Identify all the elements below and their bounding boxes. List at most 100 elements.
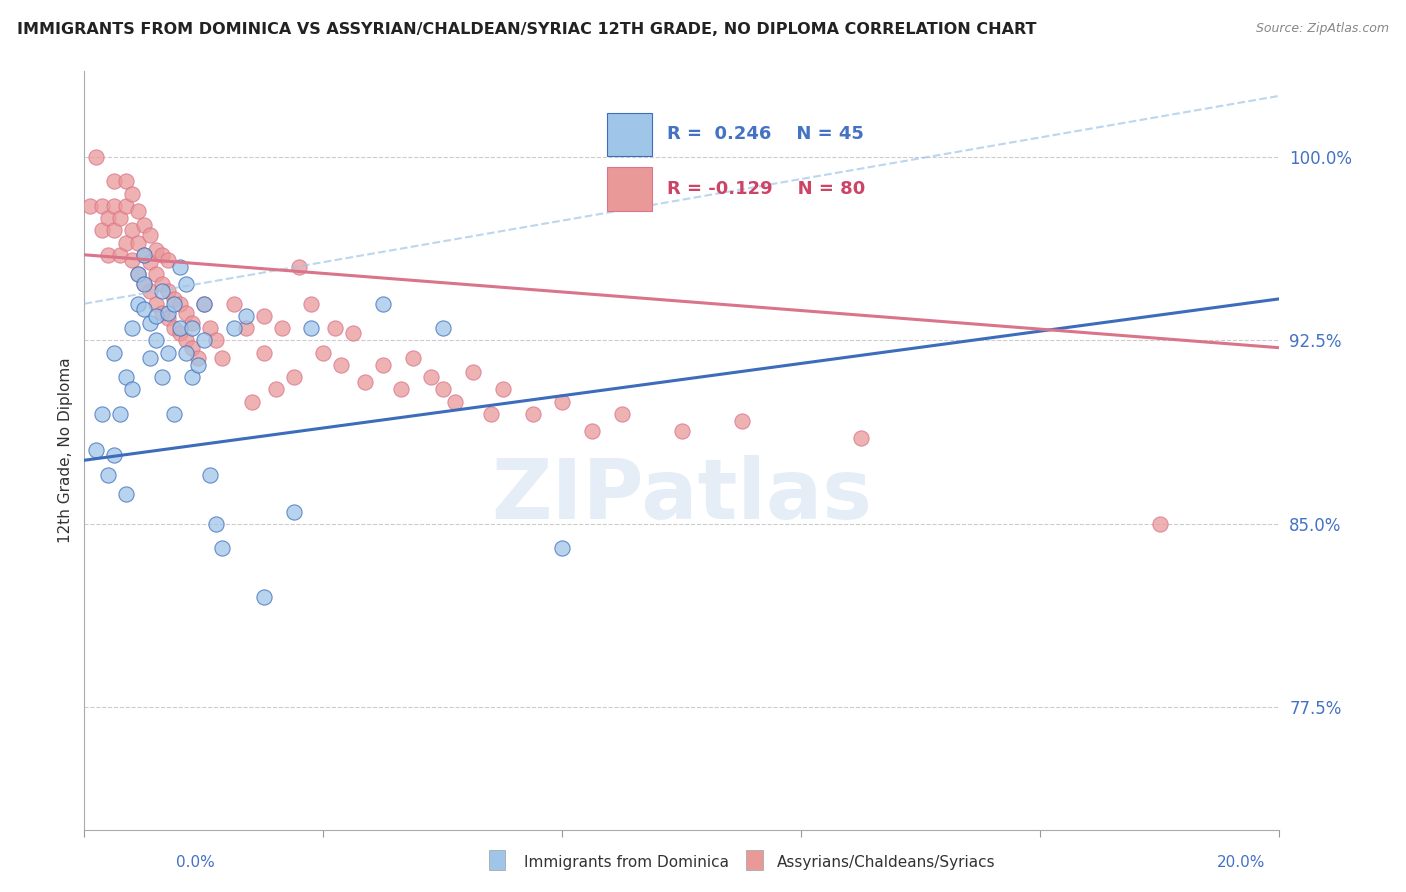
Point: [264, 382, 287, 396]
Point: [240, 394, 263, 409]
Point: [115, 174, 138, 188]
Point: [150, 285, 173, 299]
Point: [1149, 516, 1171, 531]
Point: [163, 296, 186, 310]
Point: [211, 541, 233, 556]
Point: [103, 448, 125, 462]
Point: [174, 345, 197, 359]
Text: ZIPatlas: ZIPatlas: [492, 456, 872, 536]
Point: [420, 370, 443, 384]
Point: [145, 268, 167, 282]
Point: [115, 199, 138, 213]
Point: [492, 382, 515, 396]
Point: [132, 277, 156, 292]
Point: [235, 309, 257, 323]
Point: [235, 321, 257, 335]
Point: [150, 277, 173, 292]
Point: [389, 382, 412, 396]
Point: [851, 431, 873, 445]
Point: [444, 394, 467, 409]
Point: [91, 223, 114, 237]
Point: [342, 326, 364, 340]
Point: [115, 235, 138, 250]
Text: Source: ZipAtlas.com: Source: ZipAtlas.com: [1256, 22, 1389, 36]
Point: [169, 326, 191, 340]
Point: [91, 407, 114, 421]
Point: [132, 219, 156, 233]
Point: [110, 407, 132, 421]
Point: [97, 211, 120, 226]
Point: [150, 248, 173, 262]
Point: [253, 309, 276, 323]
Point: [103, 174, 125, 188]
Point: [103, 345, 125, 359]
Point: [301, 321, 323, 335]
Point: [121, 382, 143, 396]
Point: [193, 296, 215, 310]
Point: [402, 351, 425, 365]
Point: [479, 407, 502, 421]
Point: [373, 296, 395, 310]
Point: [79, 199, 101, 213]
Point: [270, 321, 292, 335]
Point: [205, 334, 228, 348]
Point: [110, 211, 132, 226]
Point: [551, 394, 574, 409]
Point: [139, 285, 162, 299]
Point: [312, 345, 335, 359]
Point: [157, 252, 180, 267]
Point: [181, 370, 204, 384]
Point: [132, 301, 156, 316]
Point: [157, 285, 180, 299]
Point: [283, 505, 305, 519]
Point: [373, 358, 395, 372]
Point: [551, 541, 574, 556]
Point: [127, 268, 149, 282]
Point: [354, 375, 377, 389]
Point: [522, 407, 544, 421]
Y-axis label: 12th Grade, No Diploma: 12th Grade, No Diploma: [58, 358, 73, 543]
Text: Immigrants from Dominica: Immigrants from Dominica: [523, 855, 728, 870]
Point: [145, 243, 167, 257]
Point: [211, 351, 233, 365]
Point: [163, 292, 186, 306]
Point: [127, 296, 149, 310]
Point: [169, 296, 191, 310]
Point: [97, 248, 120, 262]
Point: [198, 467, 221, 482]
Point: [301, 296, 323, 310]
Point: [461, 365, 484, 379]
Point: [253, 345, 276, 359]
Point: [187, 351, 209, 365]
Point: [330, 358, 353, 372]
Point: [432, 382, 454, 396]
Text: Assyrians/Chaldeans/Syriacs: Assyrians/Chaldeans/Syriacs: [776, 855, 995, 870]
Point: [121, 252, 143, 267]
Point: [198, 321, 221, 335]
Point: [86, 150, 108, 164]
Text: IMMIGRANTS FROM DOMINICA VS ASSYRIAN/CHALDEAN/SYRIAC 12TH GRADE, NO DIPLOMA CORR: IMMIGRANTS FROM DOMINICA VS ASSYRIAN/CHA…: [17, 22, 1036, 37]
Point: [110, 248, 132, 262]
Point: [193, 296, 215, 310]
Point: [163, 321, 186, 335]
Point: [97, 467, 120, 482]
Point: [132, 277, 156, 292]
Point: [150, 370, 173, 384]
Point: [193, 334, 215, 348]
Point: [127, 268, 149, 282]
Point: [181, 321, 204, 335]
Point: [132, 248, 156, 262]
Point: [157, 345, 180, 359]
Point: [612, 407, 634, 421]
Point: [222, 321, 245, 335]
Point: [581, 424, 603, 438]
Point: [187, 358, 209, 372]
Point: [169, 321, 191, 335]
Point: [181, 316, 204, 330]
Point: [115, 487, 138, 501]
Point: [174, 334, 197, 348]
Point: [145, 334, 167, 348]
Point: [283, 370, 305, 384]
Point: [157, 311, 180, 326]
Point: [174, 277, 197, 292]
